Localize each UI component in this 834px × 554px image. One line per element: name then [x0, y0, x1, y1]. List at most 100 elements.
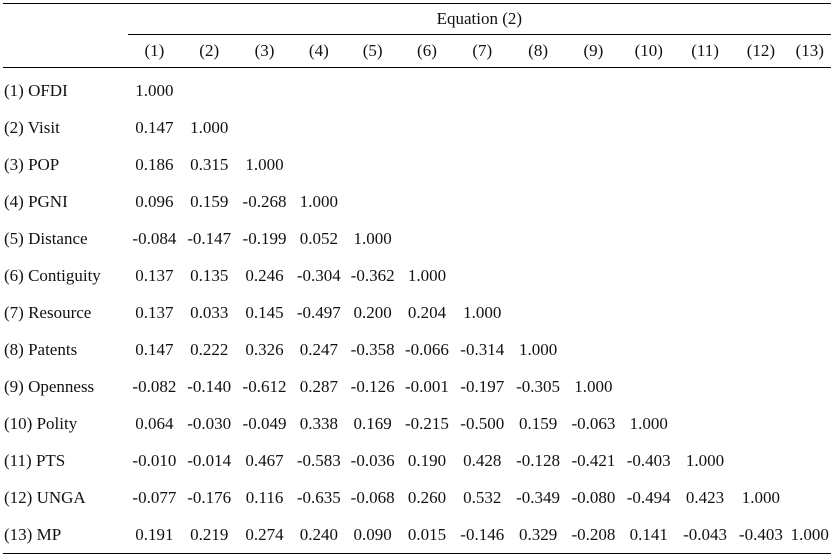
correlation-value-cell: 0.159	[190, 191, 229, 211]
column-number-header: (11)	[676, 34, 734, 68]
correlation-value-cell: -0.176	[187, 487, 232, 507]
correlation-value-cell: -0.635	[296, 487, 341, 507]
row-label: (13) MP	[3, 516, 128, 554]
correlation-value-cell: 0.135	[190, 265, 229, 285]
correlation-value-cell: -0.001	[404, 376, 449, 396]
row-label: (7) Resource	[4, 302, 92, 322]
correlation-value-cell: 0.246	[245, 265, 284, 285]
correlation-value-cell: -0.128	[516, 450, 561, 470]
empty-cell	[733, 146, 788, 183]
correlation-value-cell: -0.612	[242, 376, 287, 396]
empty-cell	[677, 109, 733, 146]
empty-cell	[346, 68, 399, 110]
correlation-value-cell: -0.349	[516, 487, 561, 507]
empty-cell	[510, 257, 566, 294]
column-number-row: (1) (2) (3) (4) (5) (6) (7) (8) (9) (10) (11) (12)(…	[3, 34, 831, 68]
group-header-equation: Equation (2)	[127, 3, 831, 35]
empty-cell	[789, 405, 831, 442]
empty-cell	[455, 146, 510, 183]
empty-cell	[677, 146, 733, 183]
correlation-value-cell: 0.090	[345, 516, 400, 554]
correlation-value-cell: 1.000	[299, 191, 338, 211]
empty-cell	[455, 257, 510, 294]
column-number-header: (4)	[291, 34, 346, 68]
empty-cell	[677, 183, 733, 220]
correlation-value-cell: 0.260	[407, 487, 447, 507]
empty-cell	[677, 294, 733, 331]
correlation-value-cell: 1.000	[407, 265, 447, 285]
correlation-value-cell: -0.362	[350, 265, 395, 285]
correlation-value-cell: 1.000	[574, 376, 613, 396]
empty-cell	[789, 109, 831, 146]
empty-cell	[789, 294, 831, 331]
correlation-value-cell: 0.287	[299, 376, 338, 396]
correlation-value-cell: -0.403	[626, 450, 671, 470]
correlation-value-cell: -0.084	[132, 228, 177, 248]
table-row: (6) Contiguity 0.137 0.135 0.246 -0.304 -0.36…	[3, 257, 831, 294]
table-row: (10) Polity 0.064 -0.030 -0.049 0.338 0.169 -0…	[3, 405, 831, 442]
empty-cell	[181, 68, 237, 110]
column-number-header: (8)	[509, 34, 567, 68]
table-row: (12) UNGA -0.077 -0.176 0.116 -0.635 -0.068 0.…	[3, 479, 831, 516]
empty-cell	[292, 68, 346, 110]
correlation-value-cell: 0.423	[685, 487, 725, 507]
correlation-value-cell: -0.215	[404, 413, 449, 433]
empty-cell	[789, 183, 831, 220]
table-row: (7) Resource 0.137 0.033 0.145 -0.497 0.200 0.…	[3, 294, 831, 331]
row-label: (10) Polity	[4, 413, 78, 433]
column-number-header: (9)	[566, 34, 621, 68]
empty-cell	[789, 442, 831, 479]
empty-cell	[566, 220, 620, 257]
row-label: (6) Contiguity	[4, 265, 101, 285]
table-body: (1) OFDI 1.000 (2) Visit 0.147 1.000 (3) POP 0…	[3, 68, 831, 554]
empty-cell	[510, 109, 566, 146]
correlation-value-cell: 0.141	[620, 516, 677, 554]
empty-cell	[455, 183, 510, 220]
empty-cell	[399, 220, 454, 257]
empty-cell	[346, 109, 399, 146]
empty-cell	[510, 183, 566, 220]
empty-cell	[621, 109, 677, 146]
correlation-value-cell: 1.000	[190, 117, 229, 137]
header-blank-cell	[3, 3, 128, 35]
empty-cell	[455, 109, 510, 146]
empty-cell	[733, 405, 788, 442]
correlation-value-cell: 0.222	[190, 339, 229, 359]
correlation-value-cell: -0.063	[571, 413, 616, 433]
empty-cell	[510, 294, 566, 331]
table-row: (4) PGNI 0.096 0.159 -0.268 1.000	[3, 183, 831, 220]
table-row: (8) Patents 0.147 0.222 0.326 0.247 -0.358 -0.…	[3, 331, 831, 368]
correlation-value-cell: -0.208	[566, 516, 621, 554]
correlation-value-cell: -0.358	[350, 339, 395, 359]
empty-cell	[399, 183, 454, 220]
column-number-header: (12)	[733, 34, 789, 68]
table-row: (11) PTS -0.010 -0.014 0.467 -0.583 -0.036 0.1…	[3, 442, 831, 479]
row-label: (8) Patents	[4, 339, 78, 359]
correlation-value-cell: 1.000	[629, 413, 668, 433]
empty-cell	[789, 368, 831, 405]
empty-cell	[621, 331, 677, 368]
empty-cell	[566, 331, 620, 368]
empty-cell	[566, 146, 620, 183]
empty-cell	[566, 294, 620, 331]
empty-cell	[237, 109, 291, 146]
correlation-value-cell: -0.066	[404, 339, 449, 359]
row-label: (5) Distance	[4, 228, 88, 248]
empty-cell	[733, 220, 788, 257]
empty-cell	[733, 109, 788, 146]
correlation-value-cell: -0.010	[132, 450, 177, 470]
correlation-value-cell: 1.000	[685, 450, 725, 470]
correlation-value-cell: -0.146	[454, 516, 510, 554]
empty-cell	[455, 68, 510, 110]
correlation-value-cell: -0.126	[350, 376, 395, 396]
correlation-value-cell: -0.080	[571, 487, 616, 507]
correlation-value-cell: 0.169	[353, 413, 392, 433]
empty-cell	[399, 109, 454, 146]
correlation-value-cell: 0.219	[181, 516, 238, 554]
correlation-value-cell: 0.200	[353, 302, 392, 322]
empty-cell	[733, 368, 788, 405]
empty-cell	[346, 183, 399, 220]
table-row: (1) OFDI 1.000	[3, 68, 831, 110]
empty-cell	[566, 68, 620, 110]
empty-cell	[621, 368, 677, 405]
